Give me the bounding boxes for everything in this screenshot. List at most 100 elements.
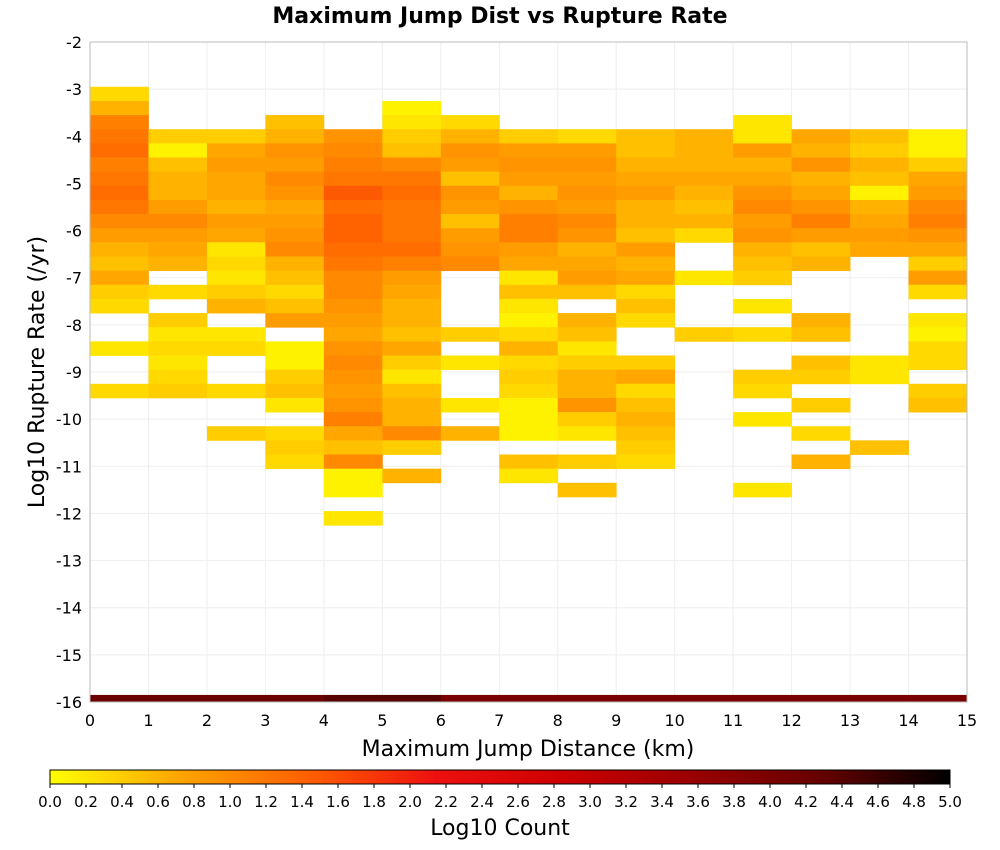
heatmap-cell	[206, 298, 266, 314]
heatmap-cell	[791, 228, 851, 243]
heatmap-cell	[850, 228, 909, 243]
x-tick-label: 2	[202, 711, 212, 730]
colorbar-tick-label: 3.0	[578, 793, 602, 811]
heatmap-cell	[499, 298, 559, 314]
heatmap-cell	[850, 214, 909, 229]
heatmap-cell	[265, 298, 325, 314]
heatmap-cell	[499, 327, 559, 342]
y-tick-label: -2	[66, 33, 82, 52]
heatmap-cell	[557, 157, 617, 173]
heatmap-cell	[557, 199, 617, 215]
heatmap-cell	[90, 242, 149, 257]
heatmap-cell	[616, 214, 676, 229]
colorbar-tick-label: 0.4	[110, 793, 134, 811]
heatmap-cell	[616, 355, 676, 371]
y-tick-label: -5	[66, 174, 82, 193]
y-tick-label: -12	[56, 504, 82, 523]
heatmap-cell	[382, 298, 442, 314]
heatmap-cell	[557, 426, 617, 441]
heatmap-cell	[382, 355, 442, 371]
heatmap-cell	[616, 426, 676, 441]
heatmap-cell	[499, 185, 559, 201]
heatmap-cell	[323, 242, 383, 257]
heatmap-cell	[206, 383, 266, 399]
colorbar-tick-label: 2.0	[398, 793, 422, 811]
heatmap-cell	[908, 341, 968, 356]
heatmap-cell	[908, 284, 968, 300]
heatmap-cell	[90, 100, 149, 116]
heatmap-cell	[616, 256, 676, 272]
y-tick-label: -9	[66, 363, 82, 382]
heatmap-cell	[148, 171, 208, 187]
heatmap-cell	[674, 270, 734, 286]
heatmap-cell	[90, 284, 149, 300]
heatmap-cell	[148, 383, 208, 399]
heatmap-cell	[265, 228, 325, 243]
heatmap-cell	[499, 270, 559, 286]
heatmap-cell	[616, 313, 676, 328]
heatmap-cell	[616, 440, 676, 455]
heatmap-cell	[791, 171, 851, 187]
heatmap-cell	[90, 86, 149, 102]
heatmap-cell	[382, 115, 442, 130]
heatmap-cell	[382, 397, 442, 413]
heatmap-cell	[850, 143, 909, 158]
heatmap-cell	[90, 129, 149, 144]
heatmap-cell	[616, 454, 676, 470]
heatmap-cell	[265, 454, 325, 470]
heatmap-cell	[323, 129, 383, 144]
heatmap-cell	[616, 284, 676, 300]
heatmap-cell	[557, 341, 617, 356]
heatmap-cells	[90, 86, 968, 702]
heatmap-cell	[791, 327, 851, 342]
heatmap-cell	[557, 185, 617, 201]
heatmap-cell	[791, 214, 851, 229]
heatmap-cell	[440, 171, 500, 187]
colorbar-tick-label: 4.8	[902, 793, 926, 811]
colorbar-tick-label: 3.4	[650, 793, 674, 811]
heatmap-cell	[382, 468, 442, 484]
colorbar-tick-label: 3.6	[686, 793, 710, 811]
colorbar-tick-label: 2.6	[506, 793, 530, 811]
colorbar-tick-label: 4.0	[758, 793, 782, 811]
heatmap-cell	[557, 313, 617, 328]
heatmap-cell-bottom-row	[733, 694, 792, 702]
heatmap-cell	[148, 242, 208, 257]
heatmap-cell	[90, 115, 149, 130]
heatmap-cell	[265, 313, 325, 328]
heatmap-cell	[206, 171, 266, 187]
heatmap-cell	[616, 185, 676, 201]
heatmap-cell	[850, 199, 909, 215]
heatmap-cell	[382, 313, 442, 328]
y-tick-label: -6	[66, 222, 82, 241]
heatmap-cell	[440, 143, 500, 158]
heatmap-cell	[323, 369, 383, 385]
heatmap-cell	[733, 242, 792, 257]
heatmap-cell	[382, 284, 442, 300]
heatmap-cell	[323, 511, 383, 526]
heatmap-cell	[791, 242, 851, 257]
heatmap-cell	[206, 199, 266, 215]
heatmap-cell	[323, 298, 383, 314]
heatmap-cell	[499, 383, 559, 399]
heatmap-cell	[616, 369, 676, 385]
heatmap-cell	[323, 228, 383, 243]
heatmap-cell	[791, 199, 851, 215]
heatmap-cell	[791, 313, 851, 328]
x-tick-label: 5	[377, 711, 387, 730]
heatmap-cell	[382, 143, 442, 158]
heatmap-cell	[265, 270, 325, 286]
heatmap-cell	[908, 256, 968, 272]
heatmap-cell	[323, 440, 383, 455]
heatmap-cell	[90, 171, 149, 187]
heatmap-cell	[557, 242, 617, 257]
heatmap-cell	[265, 284, 325, 300]
heatmap-cell	[206, 256, 266, 272]
y-tick-label: -15	[56, 646, 82, 665]
heatmap-cell	[674, 214, 734, 229]
heatmap-cell	[323, 185, 383, 201]
x-tick-label: 15	[957, 711, 977, 730]
heatmap-cell-bottom-row	[90, 694, 149, 702]
heatmap-cell-bottom-row	[382, 694, 442, 702]
heatmap-cell	[440, 199, 500, 215]
